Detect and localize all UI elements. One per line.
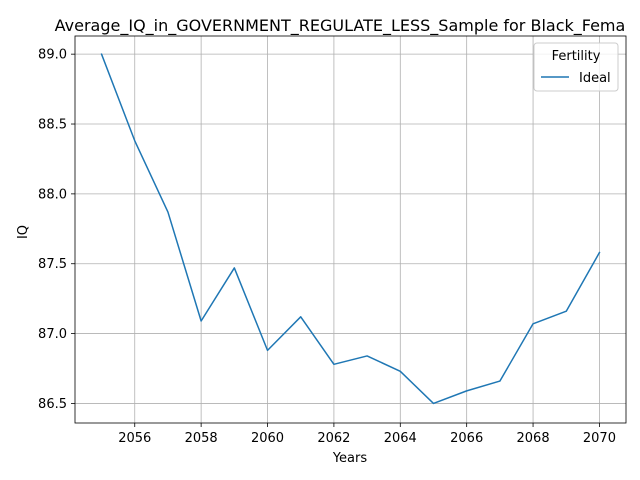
- plot-frame: [74, 35, 627, 424]
- x-tick-label: 2070: [583, 431, 616, 446]
- chart-title: Average_IQ_in_GOVERNMENT_REGULATE_LESS_S…: [55, 16, 626, 36]
- x-axis-label: Years: [332, 451, 368, 466]
- legend-title: Fertility: [552, 49, 601, 64]
- x-tick-label: 2058: [185, 431, 218, 446]
- x-tick-label: 2062: [317, 431, 350, 446]
- grid: [75, 36, 626, 423]
- series-line-ideal: [100, 53, 601, 405]
- y-tick-label: 88.5: [38, 118, 67, 133]
- y-tick-label: 87.0: [38, 327, 67, 342]
- y-tick-label: 89.0: [38, 48, 67, 63]
- legend-box: [533, 42, 619, 92]
- x-tick-label: 2064: [384, 431, 417, 446]
- legend-label-ideal: Ideal: [579, 71, 611, 86]
- x-axis: 2056 2058 2060 2062 2064 2066 2068 2070: [118, 423, 616, 446]
- y-axis-label: IQ: [16, 225, 31, 239]
- legend: Fertility Ideal: [533, 42, 619, 92]
- y-tick-label: 87.5: [38, 257, 67, 272]
- y-tick-label: 86.5: [38, 397, 67, 412]
- x-tick-label: 2056: [118, 431, 151, 446]
- x-tick-label: 2066: [450, 431, 483, 446]
- y-tick-label: 88.0: [38, 187, 67, 202]
- series-lines: [100, 53, 601, 405]
- x-tick-label: 2060: [251, 431, 284, 446]
- y-axis: 86.5 87.0 87.5 88.0 88.5 89.0: [38, 48, 75, 412]
- x-tick-label: 2068: [517, 431, 550, 446]
